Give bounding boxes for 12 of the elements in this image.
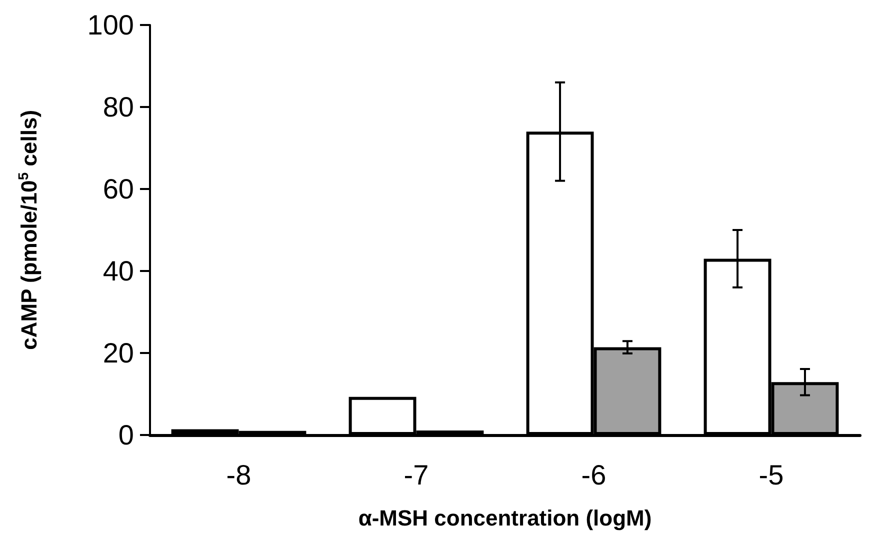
x-tick-label: -6	[581, 460, 606, 490]
y-tick-label: 40	[102, 256, 134, 286]
y-tick-label: 20	[102, 338, 134, 368]
y-tick-label: 60	[102, 174, 134, 204]
x-tick-label: -7	[404, 460, 429, 490]
x-axis-title: α-MSH concentration (logM)	[358, 506, 652, 530]
x-tick-label: -8	[226, 460, 252, 490]
y-tick-label: 100	[87, 10, 134, 40]
x-tick-label: -5	[758, 460, 784, 490]
y-tick-label: 80	[102, 92, 134, 122]
y-axis-title: cAMP (pmole/105 cells)	[15, 110, 42, 350]
y-tick-label: 0	[118, 420, 134, 450]
